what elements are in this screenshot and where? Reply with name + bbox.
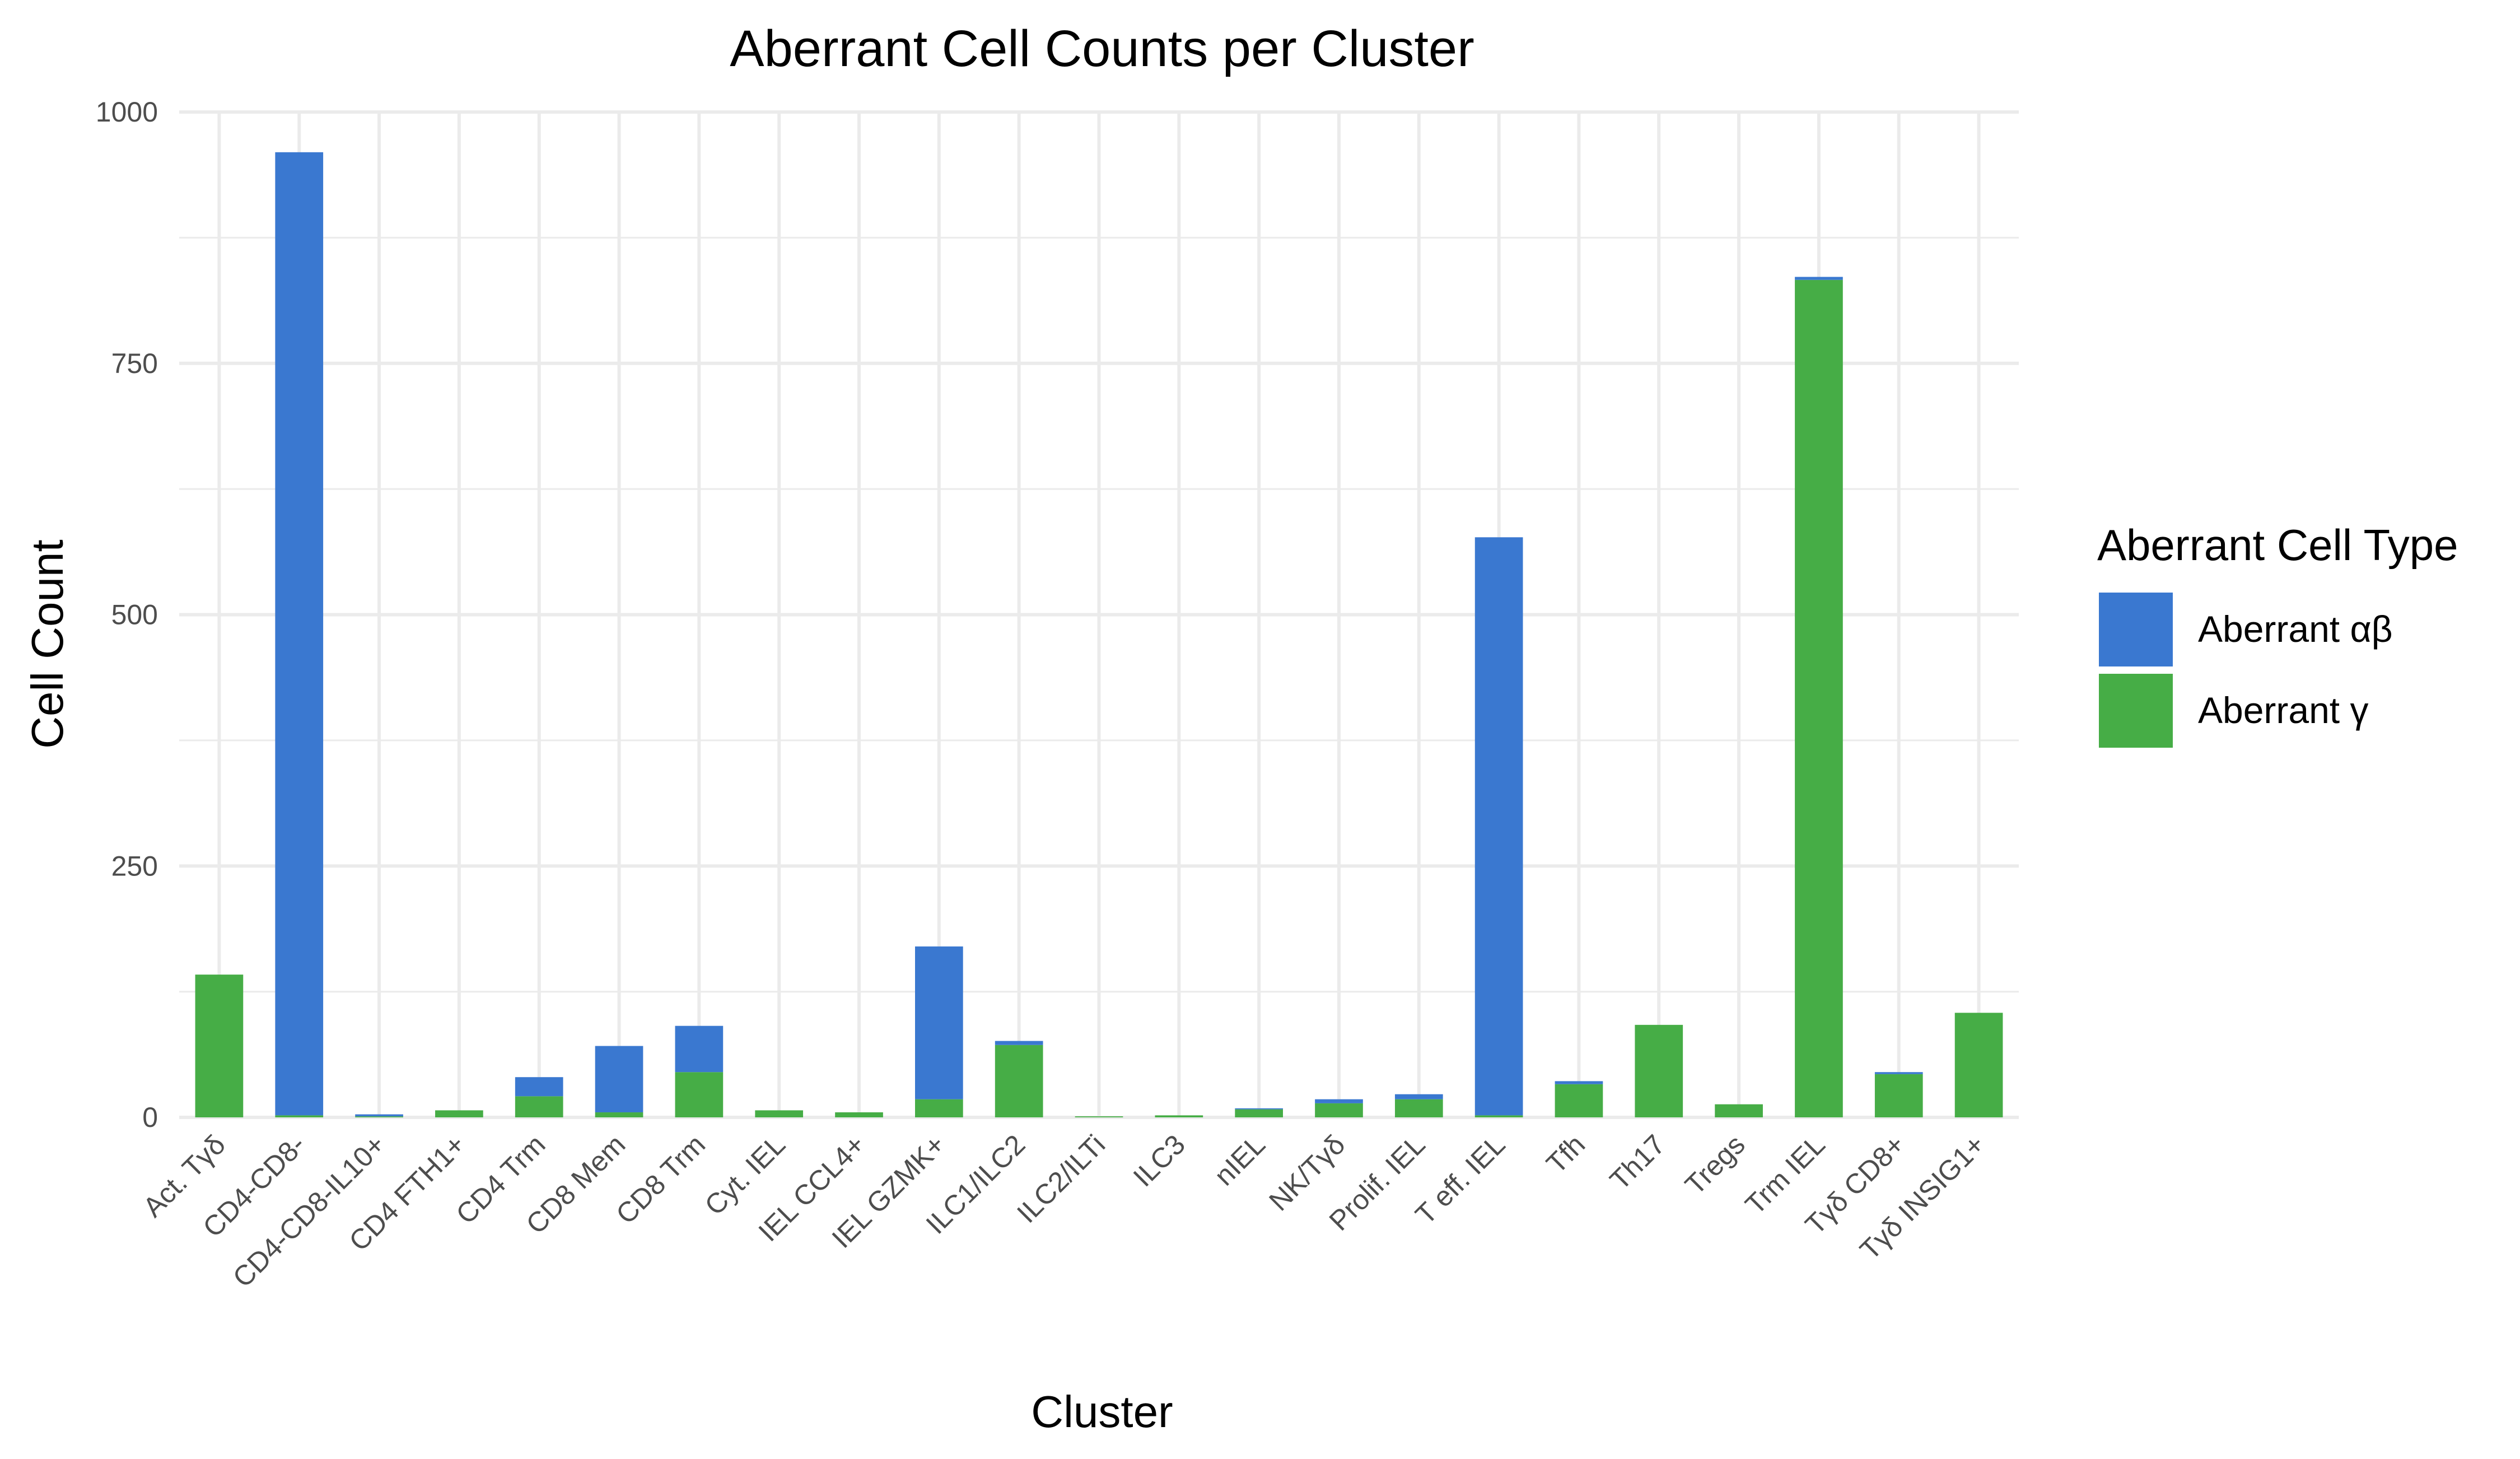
y-axis-title: Cell Count <box>22 539 72 749</box>
x-tick-label: Tregs <box>1679 1129 1751 1201</box>
bar-segment <box>915 1099 963 1117</box>
bar-segment <box>1715 1104 1763 1117</box>
bar-segment <box>675 1072 724 1117</box>
x-tick-label: CD8 Trm <box>610 1129 711 1230</box>
bar-segment <box>995 1041 1043 1045</box>
legend-swatch <box>2099 674 2173 748</box>
bar-segment <box>435 1110 483 1117</box>
x-tick-label: ILC3 <box>1127 1129 1191 1192</box>
bar-segment <box>1235 1108 1283 1110</box>
bar-segment <box>355 1116 403 1117</box>
bar-segment <box>1555 1081 1603 1084</box>
legend-title: Aberrant Cell Type <box>2097 520 2458 570</box>
bar-segment <box>1874 1072 1923 1074</box>
bar-segment <box>1555 1084 1603 1117</box>
bar-segment <box>1315 1103 1363 1117</box>
bar-segment <box>1394 1099 1443 1117</box>
x-tick-label: Th17 <box>1604 1129 1671 1196</box>
bar-segment <box>1474 537 1523 1116</box>
x-tick-label: ILC2/ILTi <box>1011 1129 1111 1229</box>
y-tick-label: 250 <box>111 850 158 882</box>
bar-segment <box>515 1077 563 1097</box>
bar-segment <box>755 1110 804 1117</box>
x-axis-title: Cluster <box>1031 1387 1173 1437</box>
legend-label: Aberrant γ <box>2198 689 2368 731</box>
bar-segment <box>1075 1116 1123 1117</box>
y-tick-label: 0 <box>142 1102 158 1133</box>
legend: Aberrant Cell Type Aberrant αβ Aberrant γ <box>2097 520 2458 748</box>
bar-segment <box>915 946 963 1099</box>
bar-segment <box>275 152 324 1116</box>
bar-segment <box>195 975 244 1117</box>
bar-segment <box>1155 1115 1203 1117</box>
bar-segment <box>1474 1115 1523 1117</box>
y-tick-label: 750 <box>111 348 158 379</box>
bar-segment <box>675 1026 724 1073</box>
legend-label: Aberrant αβ <box>2198 608 2393 650</box>
y-axis-ticks: 0 250 500 750 1000 <box>96 96 158 1133</box>
x-tick-label: Tfh <box>1541 1129 1592 1180</box>
legend-swatch <box>2099 593 2173 666</box>
bar-segment <box>835 1112 883 1117</box>
y-tick-label: 500 <box>111 599 158 631</box>
bar-segment <box>1315 1099 1363 1103</box>
bar-segment <box>1795 279 1843 1117</box>
bar-segment <box>355 1114 403 1117</box>
chart-title: Aberrant Cell Counts per Cluster <box>730 20 1474 77</box>
bar-segment <box>1235 1109 1283 1117</box>
bar-segment <box>595 1112 643 1117</box>
y-tick-label: 1000 <box>96 96 158 128</box>
bar-segment <box>1954 1013 2003 1117</box>
bar-segment <box>1394 1094 1443 1099</box>
bar-segment <box>595 1046 643 1113</box>
bar-segment <box>275 1115 324 1117</box>
bar-segment <box>515 1096 563 1117</box>
bar-segment <box>1874 1074 1923 1117</box>
grid <box>179 110 2019 1119</box>
bar-segment <box>1795 277 1843 280</box>
x-tick-label: nIEL <box>1208 1129 1271 1191</box>
bar-segment <box>1635 1024 1683 1117</box>
bars <box>195 152 2003 1117</box>
x-tick-label: T eff. IEL <box>1410 1129 1511 1230</box>
bar-segment <box>995 1045 1043 1117</box>
